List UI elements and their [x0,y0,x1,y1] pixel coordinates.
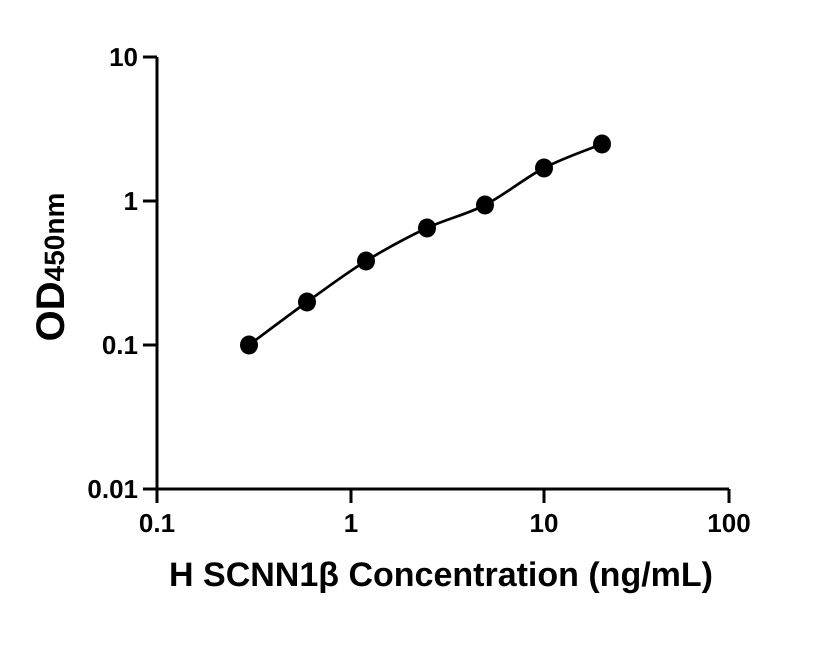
svg-text:1: 1 [124,186,138,216]
svg-text:10: 10 [109,42,138,72]
svg-text:0.1: 0.1 [139,508,175,538]
svg-text:0.01: 0.01 [87,474,138,504]
svg-text:1: 1 [344,508,358,538]
svg-text:100: 100 [707,508,750,538]
svg-text:OD450nm: OD450nm [29,193,73,342]
svg-text:0.1: 0.1 [102,330,138,360]
svg-text:10: 10 [530,508,559,538]
svg-text:H SCNN1β Concentration (ng/mL): H SCNN1β Concentration (ng/mL) [169,556,713,594]
